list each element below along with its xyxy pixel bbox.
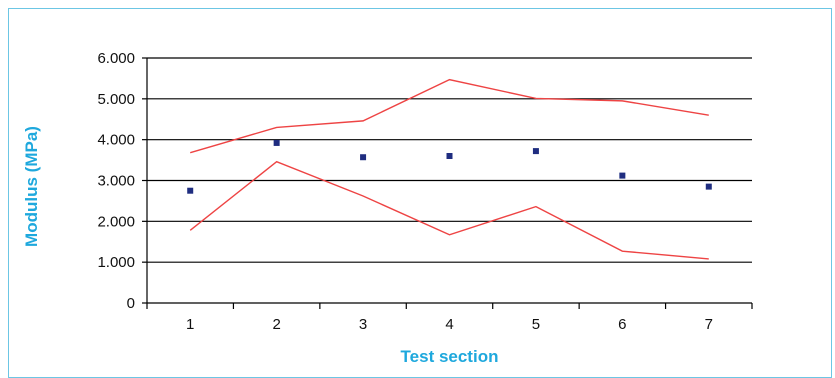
x-tick-label-3: 4 xyxy=(445,316,453,333)
data-point-6 xyxy=(619,172,626,179)
series-lines xyxy=(189,78,709,260)
y-tick-label-2: 2.000 xyxy=(97,213,135,230)
grid-lines xyxy=(147,57,752,263)
data-point-7 xyxy=(705,183,712,190)
y-tick-label-6: 6.000 xyxy=(97,50,135,67)
series-line-1 xyxy=(190,78,709,154)
series-line-2 xyxy=(189,160,709,260)
data-point-5 xyxy=(532,148,539,155)
series-points xyxy=(187,139,712,194)
data-point-1 xyxy=(187,187,194,194)
y-tick-label-5: 5.000 xyxy=(97,91,135,108)
y-tick-label-4: 4.000 xyxy=(97,132,135,149)
y-ticks: 0 1.000 2.000 3.000 4.000 5.000 6.000 xyxy=(97,50,147,312)
x-tick-label-0: 1 xyxy=(186,316,194,333)
x-tick-label-2: 3 xyxy=(359,316,367,333)
data-point-3 xyxy=(360,154,367,161)
x-tick-label-5: 6 xyxy=(618,316,626,333)
y-tick-label-3: 3.000 xyxy=(97,173,135,190)
y-tick-label-0: 0 xyxy=(127,295,135,312)
data-point-2 xyxy=(273,139,280,146)
data-point-4 xyxy=(446,153,453,159)
x-tick-label-1: 2 xyxy=(272,316,280,333)
x-axis-title: Test section xyxy=(401,347,499,366)
y-tick-label-1: 1.000 xyxy=(97,254,135,271)
y-axis-title: Modulus (MPa) xyxy=(22,126,41,247)
x-ticks: 1 2 3 4 5 6 7 xyxy=(146,303,753,333)
x-tick-label-4: 5 xyxy=(532,316,540,333)
x-tick-label-6: 7 xyxy=(705,316,713,333)
chart-frame xyxy=(8,8,832,378)
